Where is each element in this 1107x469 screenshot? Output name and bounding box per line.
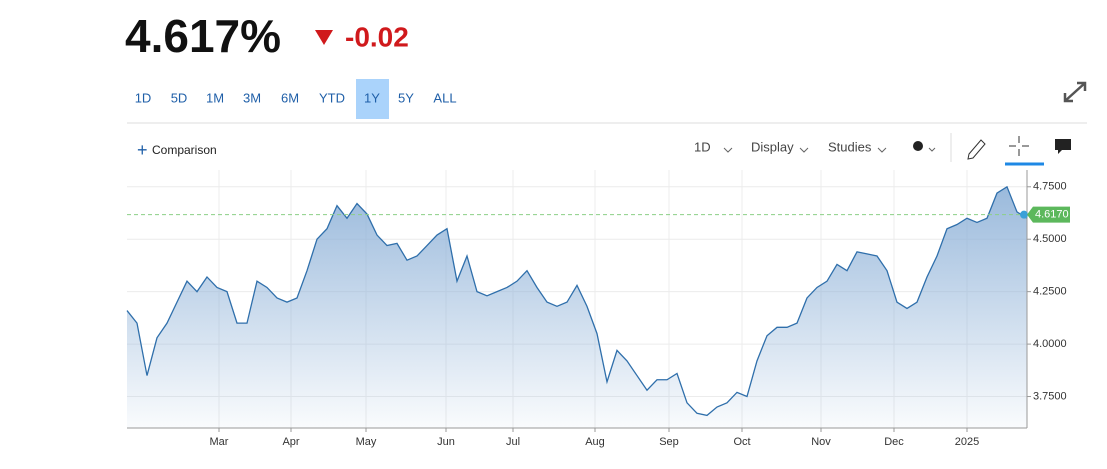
x-tick-label: Apr bbox=[282, 436, 299, 448]
comparison-button[interactable]: Comparison bbox=[152, 143, 217, 157]
last-value-dot bbox=[1020, 210, 1028, 219]
last-value-tag bbox=[1027, 206, 1070, 223]
range-button[interactable]: 5D bbox=[171, 90, 188, 105]
x-tick-label: Jul bbox=[506, 436, 520, 448]
plot: 3.7500 4.0000 4.2500 4.5000 4.7500 Mar Apr May J… bbox=[126, 170, 1070, 448]
y-tick-label: 4.5000 bbox=[1033, 233, 1067, 245]
last-value-label: 4.6170 bbox=[1035, 209, 1069, 221]
price-change: -0.02 bbox=[345, 21, 409, 52]
settings-icon[interactable] bbox=[913, 141, 923, 151]
draw-icon[interactable] bbox=[967, 139, 986, 160]
active-range bbox=[356, 79, 389, 119]
range-button[interactable]: 3M bbox=[243, 90, 261, 105]
area bbox=[127, 186, 1027, 428]
y-tick-label: 4.7500 bbox=[1033, 181, 1067, 193]
y-tick-label: 3.7500 bbox=[1033, 390, 1067, 402]
comment-icon[interactable] bbox=[1055, 139, 1071, 154]
interval-button[interactable]: 1D bbox=[694, 139, 711, 154]
y-tick-label: 4.0000 bbox=[1033, 338, 1067, 350]
display-button[interactable]: Display bbox=[751, 139, 794, 154]
price: 4.617% bbox=[125, 10, 281, 62]
x-tick-label: 2025 bbox=[955, 436, 979, 448]
range-button[interactable]: 1D bbox=[135, 90, 152, 105]
line bbox=[126, 185, 1028, 417]
range-button[interactable]: 5Y bbox=[398, 90, 414, 105]
expand-icon[interactable] bbox=[1063, 81, 1087, 103]
x-tick-label: Aug bbox=[585, 436, 605, 448]
range-button[interactable]: YTD bbox=[319, 90, 345, 105]
x-tick-label: Sep bbox=[659, 436, 679, 448]
range-button[interactable]: 6M bbox=[281, 90, 299, 105]
down-arrow bbox=[315, 30, 333, 45]
crosshair-icon[interactable] bbox=[1009, 136, 1029, 156]
y-tick-label: 4.2500 bbox=[1033, 286, 1067, 298]
plus-icon: + bbox=[137, 140, 148, 160]
x-tick-label: Oct bbox=[733, 436, 750, 448]
range-buttons: 1D 5D 1M 3M 6M YTD 1Y 5Y ALL bbox=[135, 79, 457, 119]
x-tick-label: Dec bbox=[884, 436, 904, 448]
range-button[interactable]: ALL bbox=[433, 90, 456, 105]
x-tick-label: Jun bbox=[437, 436, 455, 448]
x-tick-label: May bbox=[356, 436, 377, 448]
x-tick-label: Mar bbox=[210, 436, 229, 448]
range-button[interactable]: 1Y bbox=[364, 90, 380, 105]
studies-button[interactable]: Studies bbox=[828, 139, 872, 154]
chevrons bbox=[723, 147, 936, 153]
x-tick-label: Nov bbox=[811, 436, 831, 448]
range-button[interactable]: 1M bbox=[206, 90, 224, 105]
